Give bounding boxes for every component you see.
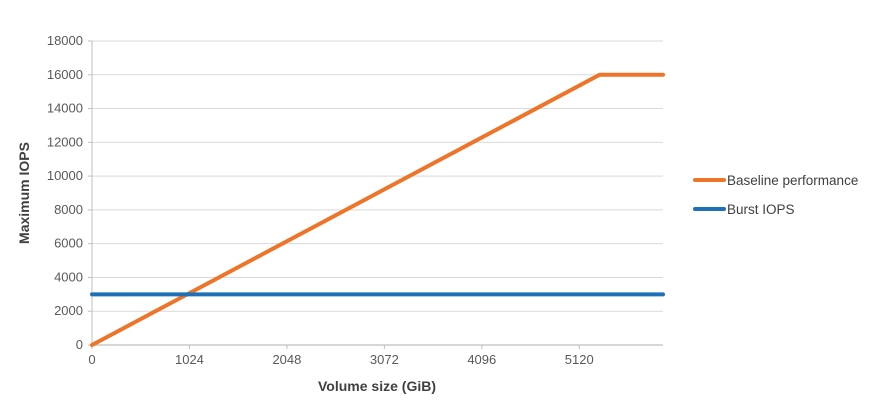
- x-axis-title: Volume size (GiB): [318, 378, 436, 394]
- y-axis-title: Maximum IOPS: [16, 142, 32, 244]
- legend-item-baseline: Baseline performance: [693, 171, 858, 189]
- y-tick-label: 6000: [54, 236, 83, 251]
- legend-label-baseline: Baseline performance: [727, 172, 859, 188]
- y-tick-label: 18000: [47, 33, 83, 48]
- series-line-0: [90, 72, 665, 347]
- x-tick-label: 3072: [370, 352, 399, 367]
- legend-swatch-burst-icon: [693, 207, 726, 211]
- y-tick-label: 10000: [47, 168, 83, 183]
- legend-swatch-baseline-icon: [693, 178, 726, 182]
- y-tick-label: 14000: [47, 101, 83, 116]
- x-tick-label: 1024: [175, 352, 204, 367]
- x-tick-label: 4096: [467, 352, 496, 367]
- legend-item-burst: Burst IOPS: [693, 200, 858, 218]
- y-tick-label: 0: [76, 337, 83, 352]
- y-tick-label: 8000: [54, 202, 83, 217]
- y-tick-label: 2000: [54, 303, 83, 318]
- y-tick-label: 16000: [47, 67, 83, 82]
- legend-label-burst: Burst IOPS: [727, 201, 795, 217]
- y-tick-label: 4000: [54, 269, 83, 284]
- y-tick-label: 12000: [47, 134, 83, 149]
- x-tick-label: 0: [88, 352, 95, 367]
- x-tick-label: 2048: [272, 352, 301, 367]
- legend: Baseline performance Burst IOPS: [693, 171, 858, 229]
- x-tick-label: 5120: [565, 352, 594, 367]
